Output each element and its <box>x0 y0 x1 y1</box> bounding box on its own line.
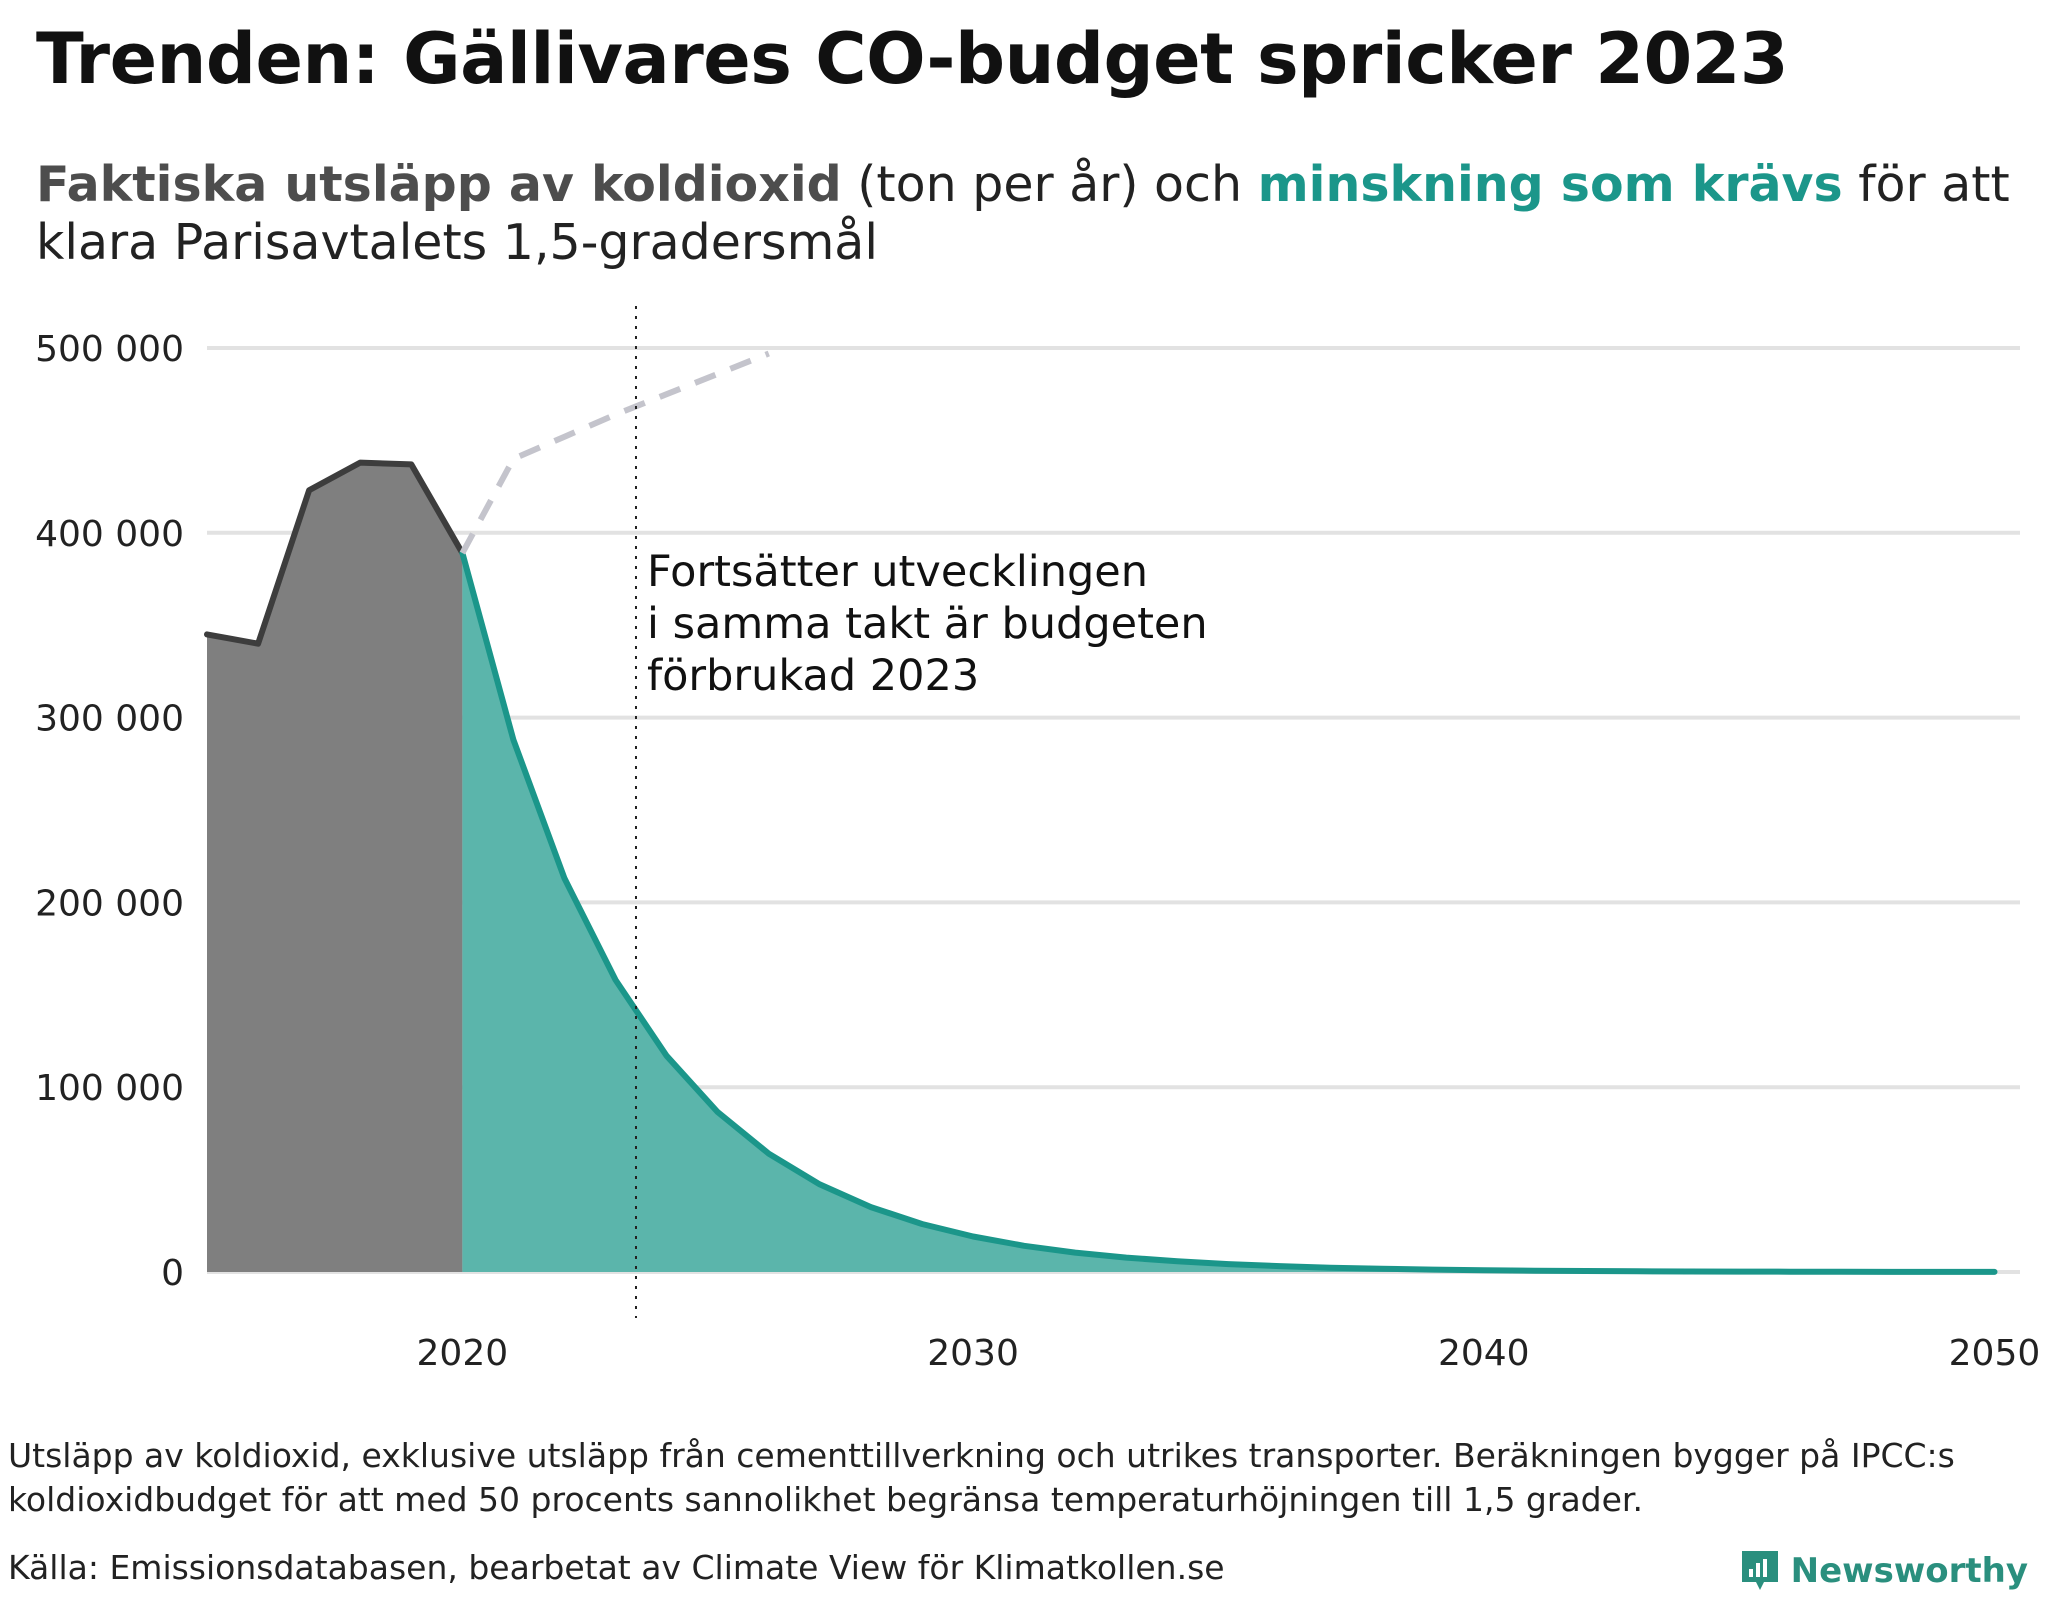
brand-name: Newsworthy <box>1790 1551 2028 1591</box>
x-tick-label: 2020 <box>417 1333 509 1374</box>
emissions-chart: 0 100 000 200 000 300 000 400 000 500 000 202… <box>35 306 2041 1374</box>
required-emissions-line <box>459 550 1998 1275</box>
brand-logo: Newsworthy <box>1739 1548 2028 1594</box>
subtitle-goal-text: för att klara Parisavtalets 1,5-gradersm… <box>36 156 2010 271</box>
y-axis-tick-labels: 0 100 000 200 000 300 000 400 000 500 000 <box>35 329 184 1294</box>
y-tick-label: 200 000 <box>35 883 184 924</box>
annotation-line: Fortsätter utvecklingen <box>647 547 1148 597</box>
x-tick-label: 2030 <box>927 1333 1019 1374</box>
chart-subtitle: Faktiska utsläpp av koldioxid (ton per å… <box>36 156 2026 272</box>
emission-lines <box>204 350 1998 1275</box>
source-text: Källa: Emissionsdatabasen, bearbetat av … <box>8 1548 1225 1587</box>
actual-emissions-line <box>204 459 466 647</box>
emission-areas <box>207 462 1995 1273</box>
budget-annotation: Fortsätter utvecklingen i samma takt är b… <box>634 306 1208 1318</box>
annotation-line: förbrukad 2023 <box>647 651 979 701</box>
required-emissions-area <box>462 553 1995 1272</box>
x-tick-label: 2050 <box>1949 1333 2041 1374</box>
subtitle-required-reduction: minskning som krävs <box>1257 156 1843 213</box>
x-axis-tick-labels: 2020 2030 2040 2050 <box>417 1333 2041 1374</box>
annotation-line: i samma takt är budgeten <box>647 599 1208 649</box>
subtitle-unit-text: (ton per år) och <box>841 156 1258 213</box>
footnote: Utsläpp av koldioxid, exklusive utsläpp … <box>8 1436 1955 1519</box>
x-tick-label: 2040 <box>1438 1333 1530 1374</box>
chart-title: Trenden: Gällivares CO-budget spricker 2… <box>36 18 1789 100</box>
trend-line <box>459 350 770 555</box>
annotation-text: Fortsätter utvecklingen i samma takt är b… <box>647 547 1208 701</box>
y-tick-label: 400 000 <box>35 514 184 555</box>
y-tick-label: 300 000 <box>35 699 184 740</box>
y-tick-label: 0 <box>161 1253 184 1294</box>
actual-emissions-area <box>207 462 463 1273</box>
y-tick-label: 100 000 <box>35 1068 184 1109</box>
y-tick-label: 500 000 <box>35 329 184 370</box>
subtitle-actual-emissions: Faktiska utsläpp av koldioxid <box>36 156 842 213</box>
newsworthy-logo-icon <box>1741 1551 1778 1590</box>
